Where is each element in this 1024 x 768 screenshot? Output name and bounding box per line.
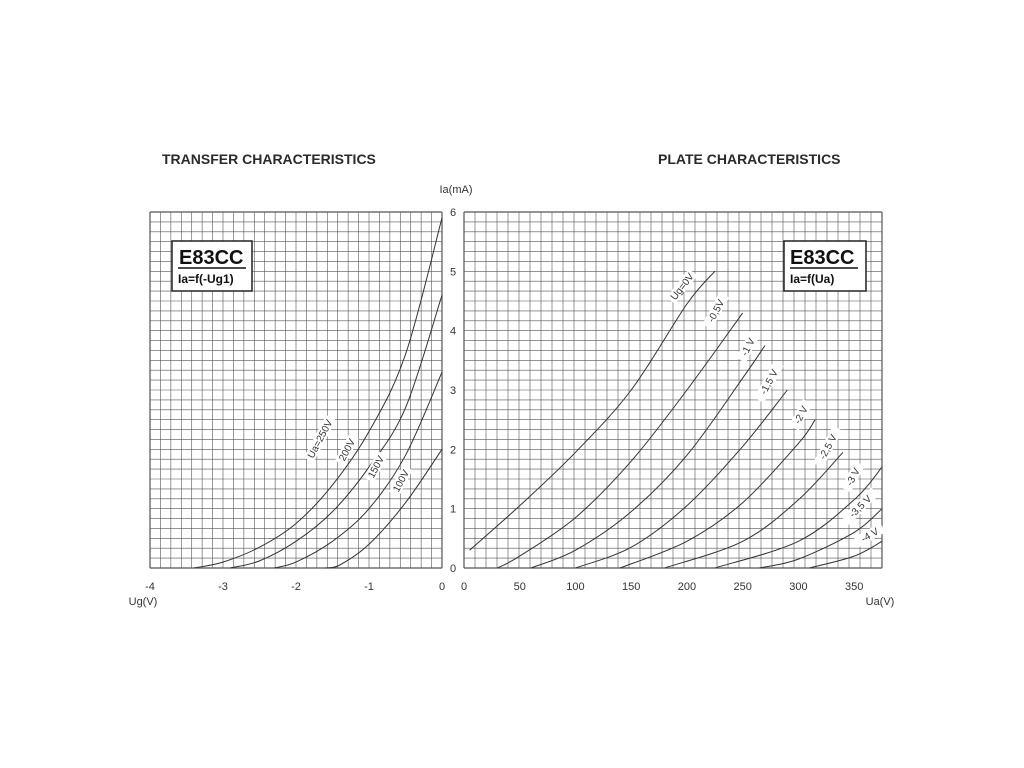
transfer-series-label-backing bbox=[303, 415, 336, 463]
plate-series-label-group: Ug=0V bbox=[666, 268, 698, 305]
transfer-x-tick-label: -4 bbox=[145, 581, 155, 593]
plate-series-label-backing bbox=[854, 522, 886, 548]
transfer-series-label-backing bbox=[334, 434, 359, 466]
transfer-x-tick-label: 0 bbox=[439, 581, 445, 593]
plate-formula: Ia=f(Ua) bbox=[790, 272, 834, 286]
transfer-title: TRANSFER CHARACTERISTICS bbox=[162, 151, 376, 167]
plate-series-line-5 bbox=[664, 451, 844, 569]
plate-x-axis-label: Ua(V) bbox=[866, 596, 895, 608]
transfer-series-line-0 bbox=[193, 217, 443, 569]
plate-series-label-group: -2,5 V bbox=[813, 425, 843, 468]
plate-series-line-6 bbox=[714, 466, 883, 569]
transfer-x-tick-label: -2 bbox=[291, 581, 301, 593]
plate-series-line-7 bbox=[759, 508, 883, 569]
plate-series-label-backing bbox=[840, 461, 865, 493]
plate-series-label-backing bbox=[735, 331, 760, 363]
y-tick-label: 6 bbox=[450, 207, 456, 219]
plate-series-line-0 bbox=[469, 270, 716, 551]
transfer-tube-name: E83CC bbox=[179, 247, 243, 269]
y-tick-label: 3 bbox=[450, 385, 456, 397]
plate-series-label: -1,5 V bbox=[759, 368, 781, 397]
y-tick-label: 2 bbox=[450, 444, 456, 456]
plate-series-label-backing bbox=[702, 292, 730, 330]
y-tick-label: 1 bbox=[450, 504, 456, 516]
transfer-series-label: 100V bbox=[391, 468, 412, 494]
plate-tube-name: E83CC bbox=[790, 247, 854, 269]
transfer-series-label-backing bbox=[363, 451, 388, 483]
y-tick-label: 5 bbox=[450, 266, 456, 278]
plate-series-line-4 bbox=[619, 419, 816, 569]
transfer-series-label-group: 100V bbox=[388, 465, 413, 497]
plate-grid bbox=[463, 211, 883, 569]
plate-series-label-backing bbox=[841, 487, 879, 525]
plate-series-label-group: -1,5 V bbox=[754, 360, 784, 403]
plate-series-line-1 bbox=[497, 312, 744, 569]
plate-series-label-backing bbox=[788, 399, 813, 431]
transfer-series-line-1 bbox=[230, 294, 443, 569]
plate-x-tick-label: 250 bbox=[733, 581, 751, 593]
y-tick-label: 4 bbox=[450, 326, 456, 338]
transfer-series-label-group: 150V bbox=[363, 451, 388, 483]
transfer-series-label: 150V bbox=[366, 454, 387, 480]
plate-title: PLATE CHARACTERISTICS bbox=[658, 151, 841, 167]
transfer-series-line-3 bbox=[325, 449, 443, 569]
plate-series-label-backing bbox=[754, 360, 784, 403]
transfer-series-label-group: 200V bbox=[334, 434, 359, 466]
plate-x-tick-label: 200 bbox=[678, 581, 696, 593]
plate-x-tick-label: 350 bbox=[845, 581, 863, 593]
plate-series-label-backing bbox=[666, 268, 698, 305]
y-axis-label: Ia(mA) bbox=[440, 184, 473, 196]
transfer-x-tick-label: -1 bbox=[364, 581, 374, 593]
y-tick-label: 0 bbox=[450, 563, 456, 575]
plate-x-tick-label: 100 bbox=[566, 581, 584, 593]
plate-series-line-2 bbox=[530, 345, 766, 569]
plate-series-label-group: -2 V bbox=[788, 399, 813, 431]
transfer-x-tick-label: -3 bbox=[218, 581, 228, 593]
plate-series-label: -2,5 V bbox=[818, 433, 840, 462]
transfer-series-label-backing bbox=[388, 465, 413, 497]
transfer-legend-box: E83CC Ia=f(-Ug1) bbox=[171, 240, 253, 292]
plate-legend-box: E83CC Ia=f(Ua) bbox=[783, 240, 867, 292]
transfer-series-label-group: Ua=250V bbox=[303, 415, 336, 463]
plate-x-tick-label: 50 bbox=[514, 581, 526, 593]
curves-layer bbox=[193, 217, 883, 569]
plate-x-tick-label: 0 bbox=[461, 581, 467, 593]
transfer-x-axis-label: Ug(V) bbox=[129, 596, 158, 608]
plate-series-line-3 bbox=[575, 389, 788, 569]
transfer-formula: Ia=f(-Ug1) bbox=[178, 272, 234, 286]
plate-x-tick-label: 150 bbox=[622, 581, 640, 593]
plate-series-label-group: -4 V bbox=[854, 522, 886, 548]
plate-series-label-backing bbox=[813, 425, 843, 468]
plate-x-tick-label: 300 bbox=[789, 581, 807, 593]
plate-series-line-8 bbox=[809, 540, 883, 569]
transfer-series-line-2 bbox=[273, 371, 443, 569]
plate-series-label-group: -3 V bbox=[840, 461, 865, 493]
